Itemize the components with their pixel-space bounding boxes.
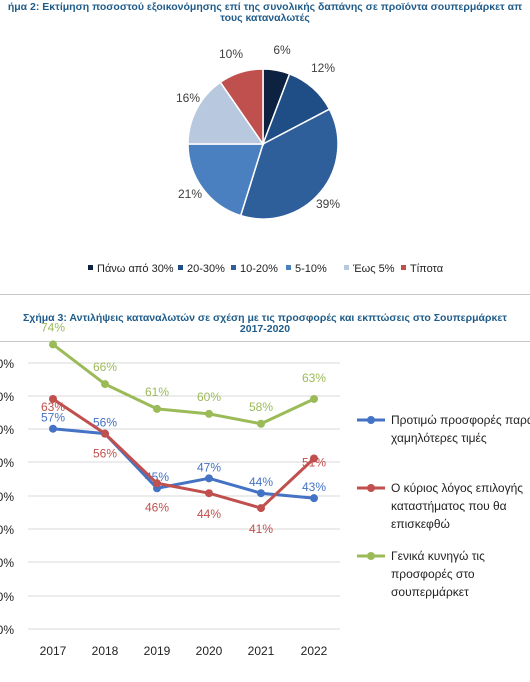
series-point	[49, 394, 57, 403]
data-label: 44%	[197, 507, 221, 521]
data-label: 74%	[41, 320, 65, 334]
y-tick-label: 0%	[0, 456, 14, 470]
pie-slice-label: 6%	[273, 43, 291, 57]
y-tick-label: 0%	[0, 590, 14, 604]
pie-legend-swatch	[344, 265, 349, 270]
y-tick-label: 0%	[0, 390, 14, 404]
data-label: 44%	[249, 475, 273, 489]
data-label: 63%	[41, 400, 65, 414]
series-point	[153, 404, 161, 413]
line-chart-title: Σχήμα 3: Αντιλήψεις καταναλωτών σε σχέση…	[0, 313, 530, 335]
series-point	[101, 380, 109, 389]
data-label: 56%	[93, 447, 117, 461]
legend-marker	[367, 484, 375, 492]
data-label: 45%	[145, 470, 169, 484]
data-label: 51%	[302, 455, 326, 469]
data-label: 63%	[302, 371, 326, 385]
pie-legend-swatch	[286, 265, 291, 270]
pie-legend-label: Πάνω από 30%	[97, 263, 174, 275]
pie-legend-label: 10-20%	[240, 263, 278, 275]
pie-legend-swatch	[231, 265, 236, 270]
y-tick-label: 0%	[0, 623, 14, 637]
y-tick-label: 0%	[0, 556, 14, 570]
section-divider	[0, 294, 530, 295]
x-tick-label: 2019	[144, 644, 171, 658]
series-point	[310, 454, 318, 463]
series-point	[101, 429, 109, 438]
x-tick-label: 2020	[196, 644, 223, 658]
pie-slice-label: 21%	[178, 187, 202, 201]
y-tick-label: 0%	[0, 357, 14, 371]
x-tick-label: 2021	[248, 644, 275, 658]
pie-title-line-2: τους καταναλωτές	[220, 12, 310, 24]
series-line	[52, 397, 316, 510]
pie-legend-label: Τίποτα	[410, 263, 444, 275]
pie-chart-title: ήμα 2: Εκτίμηση ποσοστού εξοικονόμησης ε…	[0, 2, 530, 24]
data-label: 57%	[41, 411, 65, 425]
data-label: 61%	[145, 385, 169, 399]
data-label: 60%	[197, 390, 221, 404]
series-point	[310, 394, 318, 403]
x-tick-label: 2018	[92, 644, 119, 658]
pie-slice-label: 10%	[219, 47, 243, 61]
pie-slice	[187, 81, 265, 145]
data-label: 46%	[145, 500, 169, 514]
pie-slice-label: 39%	[316, 197, 340, 211]
x-tick-label: 2022	[301, 644, 328, 658]
series-point	[257, 504, 265, 513]
pie-legend-label: Έως 5%	[352, 263, 395, 275]
x-tick-label: 2017	[40, 644, 67, 658]
data-label: 58%	[249, 400, 273, 414]
data-label: 47%	[197, 460, 221, 474]
series-point	[153, 479, 161, 488]
pie-legend-swatch	[178, 265, 183, 270]
y-tick-label: 0%	[0, 523, 14, 537]
legend-label: επισκεφθώ	[391, 517, 450, 531]
series-point	[205, 474, 213, 483]
legend-label: σουπερμάρκετ	[391, 585, 469, 599]
series-point	[257, 419, 265, 428]
series-point	[310, 494, 318, 503]
legend-label: Ο κύριος λόγος επιλογής	[391, 481, 523, 495]
pie-title-line-1: ήμα 2: Εκτίμηση ποσοστού εξοικονόμησης ε…	[7, 1, 523, 13]
series-point	[205, 489, 213, 498]
line-chart-frame-top	[0, 341, 530, 342]
series-point	[49, 340, 57, 349]
data-label: 66%	[93, 360, 117, 374]
legend-marker	[367, 552, 375, 560]
legend-marker	[367, 416, 375, 424]
series-line	[52, 343, 315, 426]
series-line	[52, 427, 315, 500]
series-point	[257, 489, 265, 498]
y-tick-label: 0%	[0, 490, 14, 504]
legend-label: προσφορές στο	[391, 567, 475, 581]
data-label: 41%	[249, 522, 273, 536]
y-tick-label: 0%	[0, 423, 14, 437]
legend-label: καταστήματος που θα	[391, 499, 507, 513]
line-title-line-1: Σχήμα 3: Αντιλήψεις καταναλωτών σε σχέση…	[23, 312, 507, 324]
legend-label: Γενικά κυνηγώ τις	[391, 549, 485, 563]
pie-legend-label: 5-10%	[295, 263, 327, 275]
pie-legend-swatch	[88, 265, 93, 270]
pie-legend-label: 20-30%	[187, 263, 225, 275]
pie-slice	[239, 108, 339, 220]
series-point	[205, 409, 213, 418]
line-title-line-2: 2017-2020	[239, 323, 291, 335]
series-point	[49, 424, 57, 433]
pie-slice-label: 12%	[311, 61, 335, 75]
pie-slice-label: 16%	[176, 91, 200, 105]
legend-label: χαμηλότερες τιμές	[391, 431, 487, 445]
pie-slice	[187, 143, 265, 217]
data-label: 43%	[302, 480, 326, 494]
pie-legend-swatch	[401, 265, 406, 270]
data-label: 56%	[93, 416, 117, 430]
pie-slice	[219, 68, 264, 147]
legend-label: Προτιμώ προσφορές παρά	[391, 413, 530, 427]
